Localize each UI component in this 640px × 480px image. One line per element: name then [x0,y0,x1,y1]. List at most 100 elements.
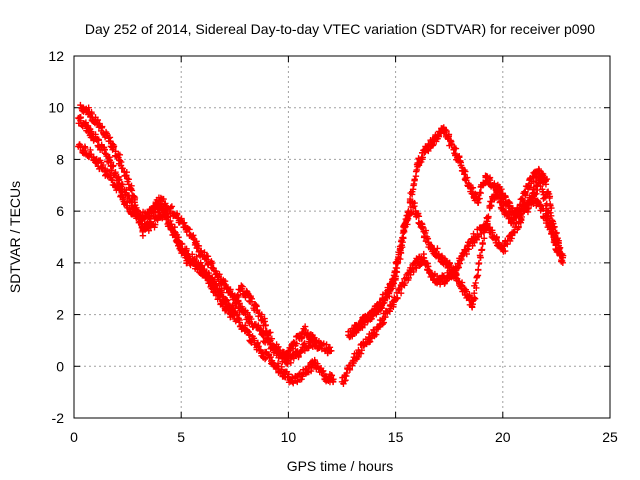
data-point-interp [212,286,219,293]
data-point-interp [340,380,347,387]
data-point-interp [535,167,542,175]
data-point-interp [227,286,234,293]
data-point-interp [474,266,482,273]
grid-lines [74,56,610,418]
data-point-interp [472,279,479,287]
data-point-interp [180,220,187,227]
data-point-interp [466,293,473,300]
data-point-interp [248,295,256,303]
data-point-interp [399,234,406,241]
data-point-interp [456,153,463,160]
data-point-interp [530,178,538,185]
data-point-interp [401,220,409,227]
data-point [330,376,337,383]
data-point-interp [268,335,276,342]
data-point-interp [101,146,108,153]
data-point-interp [77,114,84,121]
data-point-interp [151,221,159,228]
y-tick-label: 8 [56,151,64,167]
data-point-interp [247,294,254,301]
data-point-interp [394,295,401,302]
data-point-interp [253,303,260,310]
data-point-interp [492,183,499,190]
data-point-interp [238,303,246,311]
data-point-interp [479,239,486,247]
y-tick-label: 0 [56,358,64,374]
data-point-interp [557,250,564,258]
data-point-interp [186,226,193,233]
data-point-interp [537,182,544,190]
data-point-interp [368,315,375,323]
data-point-interp [358,346,366,354]
data-point-interp [534,186,541,194]
data-point-interp [164,214,172,221]
series-track-d [338,191,567,387]
data-point-interp [526,184,533,191]
data-point-interp [155,202,162,209]
data-point-interp [81,143,89,150]
data-point-interp [471,295,479,302]
data-point-interp [178,240,186,248]
data-point-interp [546,194,553,202]
data-point-interp [248,315,255,323]
data-point-interp [475,260,482,268]
data-point-interp [544,213,552,221]
data-point-interp [421,229,429,237]
data-point-interp [99,161,107,169]
data-point-interp [203,256,210,263]
data-point-interp [534,197,541,204]
data-point-interp [222,281,229,289]
x-tick-label: 20 [495,429,511,445]
data-point-interp [448,263,455,271]
data-point-interp [533,190,540,197]
data-point-interp [462,168,469,175]
data-point-interp [95,136,102,143]
data-point-interp [429,141,437,149]
y-tick-label: 6 [56,203,64,219]
y-tick-label: 12 [48,48,64,64]
data-point [216,295,223,303]
data-point-interp [380,319,388,326]
data-point-interp [414,211,421,219]
data-point-interp [543,207,551,214]
data-point-interp [376,306,383,313]
data-point-interp [116,157,124,164]
data-point-interp [382,294,389,301]
data-point [328,347,335,354]
data-point-interp [312,337,319,345]
data-point [313,337,320,344]
data-point-interp [216,271,223,278]
data-point-interp [116,151,124,158]
data-point-interp [434,245,441,252]
data-point-interp [193,238,200,245]
data-point-interp [548,217,556,224]
data-point-interp [261,355,269,363]
data-point-interp [543,175,551,183]
data-point-interp [125,176,132,183]
y-axis-title: SDTVAR / TECUs [7,181,23,293]
data-point-interp [396,243,404,250]
data-point-interp [204,253,212,260]
data-point-interp [520,198,528,206]
data-point-interp [244,327,251,335]
data-point-interp [461,166,468,174]
y-tick-label: 4 [56,255,64,271]
data-point-interp [110,162,117,169]
data-point-interp [290,379,297,387]
data-point-interp [98,123,106,130]
data-point-interp [485,213,492,220]
data-point-interp [486,174,494,181]
data-point-interp [378,301,385,308]
data-point-interp [453,271,460,279]
data-point-interp [236,316,243,324]
data-point-interp [510,215,518,223]
data-point-interp [471,289,478,297]
data-point-interp [456,278,463,285]
data-point-interp [456,260,464,267]
data-point-interp [189,251,196,258]
data-point-interp [493,233,500,241]
data-point-interp [474,272,482,279]
data-point-interp [236,300,243,307]
series-track-c [75,141,320,362]
